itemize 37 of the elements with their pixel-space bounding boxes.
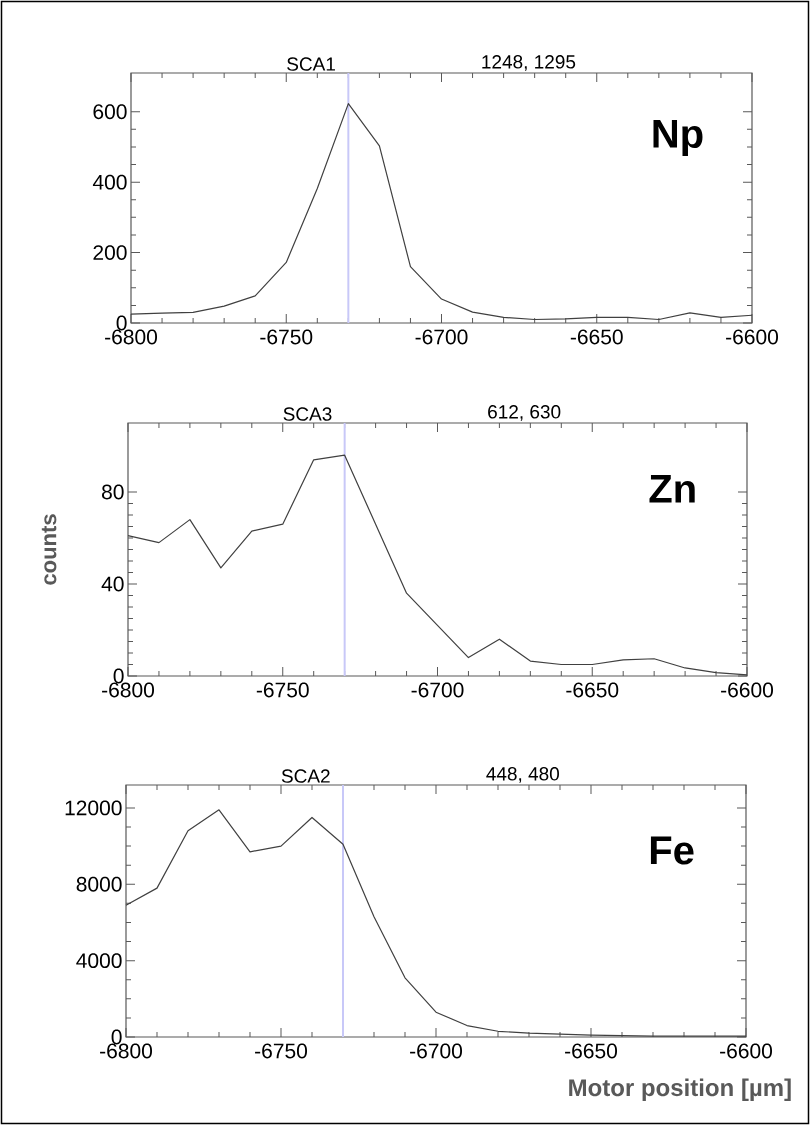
annotation: Zn	[649, 475, 695, 503]
y-axis-title: counts	[41, 514, 57, 585]
text: SCA3	[283, 407, 332, 421]
y-tick-label: 600	[93, 104, 127, 120]
x-tick-label: -6650	[570, 329, 623, 345]
x-tick-label: -6750	[260, 329, 313, 345]
y-tick-label: 0	[111, 1029, 122, 1045]
x-tick-label: -6650	[566, 682, 619, 698]
x-tick-label: -6750	[255, 1043, 308, 1059]
y-tick-label: 12000	[65, 800, 122, 816]
annotation: Np	[653, 120, 703, 156]
text: 612, 630	[488, 405, 561, 421]
x-tick-label: -6600	[721, 682, 774, 698]
text: 448, 480	[486, 767, 559, 783]
y-tick-label: 40	[101, 576, 124, 592]
text: SCA1	[287, 57, 335, 71]
x-tick-label: -6700	[411, 682, 464, 698]
y-tick-label: 0	[113, 668, 124, 684]
x-tick-label: -6650	[565, 1043, 618, 1059]
y-tick-label: 200	[93, 245, 127, 261]
x-tick-label: -6800	[100, 1043, 153, 1059]
x-axis-title: Motor position [µm]	[569, 1078, 791, 1101]
y-tick-label: 80	[102, 484, 124, 500]
y-tick-label: 400	[92, 174, 127, 190]
annotation: Fe	[650, 836, 694, 865]
y-tick-label: 8000	[76, 876, 122, 892]
y-tick-label: 4000	[76, 953, 122, 969]
x-tick-label: -6700	[415, 329, 468, 345]
x-tick-label: -6700	[410, 1043, 463, 1059]
y-tick-label: 0	[116, 315, 127, 331]
text: 1248, 1295	[482, 55, 576, 71]
x-tick-label: -6600	[726, 329, 779, 345]
x-tick-label: -6800	[105, 329, 158, 345]
x-tick-label: -6750	[256, 682, 309, 698]
x-tick-label: -6600	[720, 1043, 773, 1059]
x-tick-label: -6800	[102, 682, 155, 698]
text: SCA2	[281, 769, 330, 783]
